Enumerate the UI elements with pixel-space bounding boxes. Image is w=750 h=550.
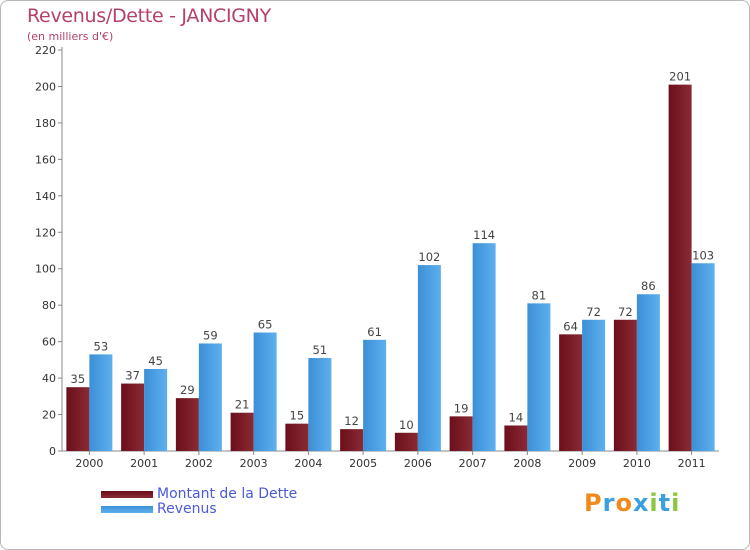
logo-letter: i xyxy=(649,489,659,517)
bar-dette xyxy=(613,319,637,451)
bar-dette-label: 15 xyxy=(290,409,305,423)
bar-dette xyxy=(66,387,90,451)
bar-dette xyxy=(559,334,583,451)
y-tick-label: 20 xyxy=(42,409,56,422)
legend-item-revenus: Revenus xyxy=(101,502,297,517)
logo-letter: P xyxy=(584,489,603,517)
bar-dette-label: 201 xyxy=(669,70,691,84)
bar-dette-label: 12 xyxy=(344,414,359,428)
x-tick-label: 2006 xyxy=(404,457,432,470)
bar-dette xyxy=(449,416,473,451)
bar-revenus xyxy=(582,319,606,451)
bar-revenus-label: 114 xyxy=(473,228,495,242)
y-tick-label: 180 xyxy=(35,117,56,130)
x-tick-label: 2005 xyxy=(349,457,377,470)
y-tick-label: 100 xyxy=(35,263,56,276)
bar-revenus-label: 59 xyxy=(203,328,218,342)
bar-revenus-label: 81 xyxy=(532,288,547,302)
x-tick-label: 2000 xyxy=(75,457,103,470)
bar-revenus-label: 86 xyxy=(641,279,656,293)
bar-dette-label: 35 xyxy=(71,372,86,386)
bar-dette-label: 14 xyxy=(509,410,524,424)
x-tick-label: 2010 xyxy=(623,457,651,470)
logo-letter: r xyxy=(602,489,616,517)
bar-revenus xyxy=(636,294,660,451)
x-tick-label: 2007 xyxy=(459,457,487,470)
y-tick-label: 0 xyxy=(49,445,56,458)
chart-legend: Montant de la Dette Revenus xyxy=(101,487,297,517)
bar-dette-label: 29 xyxy=(180,383,195,397)
bar-dette xyxy=(230,412,254,451)
x-tick-label: 2003 xyxy=(240,457,268,470)
bar-revenus-label: 102 xyxy=(418,250,440,264)
logo-letter: i xyxy=(671,489,681,517)
y-tick-label: 60 xyxy=(42,336,56,349)
logo-letter: t xyxy=(658,489,672,517)
bar-revenus-label: 61 xyxy=(367,325,382,339)
bar-revenus-label: 51 xyxy=(313,343,328,357)
bar-dette-label: 64 xyxy=(563,319,578,333)
bar-revenus xyxy=(308,358,332,451)
y-tick-label: 220 xyxy=(35,44,56,57)
bar-dette xyxy=(340,429,364,451)
bar-revenus xyxy=(89,354,113,451)
legend-item-dette: Montant de la Dette xyxy=(101,487,297,502)
bar-revenus-label: 103 xyxy=(692,248,714,262)
y-tick-label: 140 xyxy=(35,190,56,203)
bar-dette-label: 19 xyxy=(454,401,469,415)
bar-dette xyxy=(504,425,528,451)
chart-subtitle: (en milliers d'€) xyxy=(27,30,114,43)
x-tick-label: 2002 xyxy=(185,457,213,470)
bar-dette xyxy=(175,398,199,451)
bar-dette-label: 21 xyxy=(235,398,250,412)
x-tick-label: 2011 xyxy=(678,457,706,470)
bar-revenus xyxy=(144,368,168,451)
bar-revenus-label: 53 xyxy=(94,339,109,353)
bar-dette-label: 37 xyxy=(125,369,140,383)
bar-dette xyxy=(394,432,418,451)
bar-revenus xyxy=(417,265,441,451)
bar-revenus xyxy=(691,263,715,451)
legend-label-revenus: Revenus xyxy=(157,501,217,517)
bar-revenus-label: 65 xyxy=(258,318,273,332)
y-tick-label: 80 xyxy=(42,299,56,312)
x-tick-label: 2009 xyxy=(568,457,596,470)
legend-swatch-revenus xyxy=(101,506,153,513)
bar-revenus xyxy=(253,332,277,451)
bar-revenus-label: 72 xyxy=(586,305,601,319)
bar-revenus xyxy=(527,303,551,451)
y-tick-label: 40 xyxy=(42,372,56,385)
chart-title: Revenus/Dette - JANCIGNY xyxy=(27,5,271,27)
bar-dette xyxy=(668,84,692,451)
x-tick-label: 2001 xyxy=(130,457,158,470)
x-tick-label: 2008 xyxy=(513,457,541,470)
bar-revenus xyxy=(198,343,222,451)
bar-dette xyxy=(285,423,309,451)
bar-revenus xyxy=(472,243,496,451)
bar-dette xyxy=(121,383,145,451)
legend-swatch-dette xyxy=(101,491,153,498)
x-tick-label: 2004 xyxy=(294,457,322,470)
logo-letter: o xyxy=(615,489,633,517)
bar-dette-label: 72 xyxy=(618,305,633,319)
bar-revenus-label: 45 xyxy=(148,354,163,368)
y-tick-label: 160 xyxy=(35,153,56,166)
proxiti-logo: Proxiti xyxy=(584,489,680,517)
y-tick-label: 120 xyxy=(35,226,56,239)
y-tick-label: 200 xyxy=(35,80,56,93)
bar-revenus xyxy=(363,339,387,451)
legend-label-dette: Montant de la Dette xyxy=(157,486,298,502)
bar-dette-label: 10 xyxy=(399,418,414,432)
logo-letter: x xyxy=(632,489,650,517)
